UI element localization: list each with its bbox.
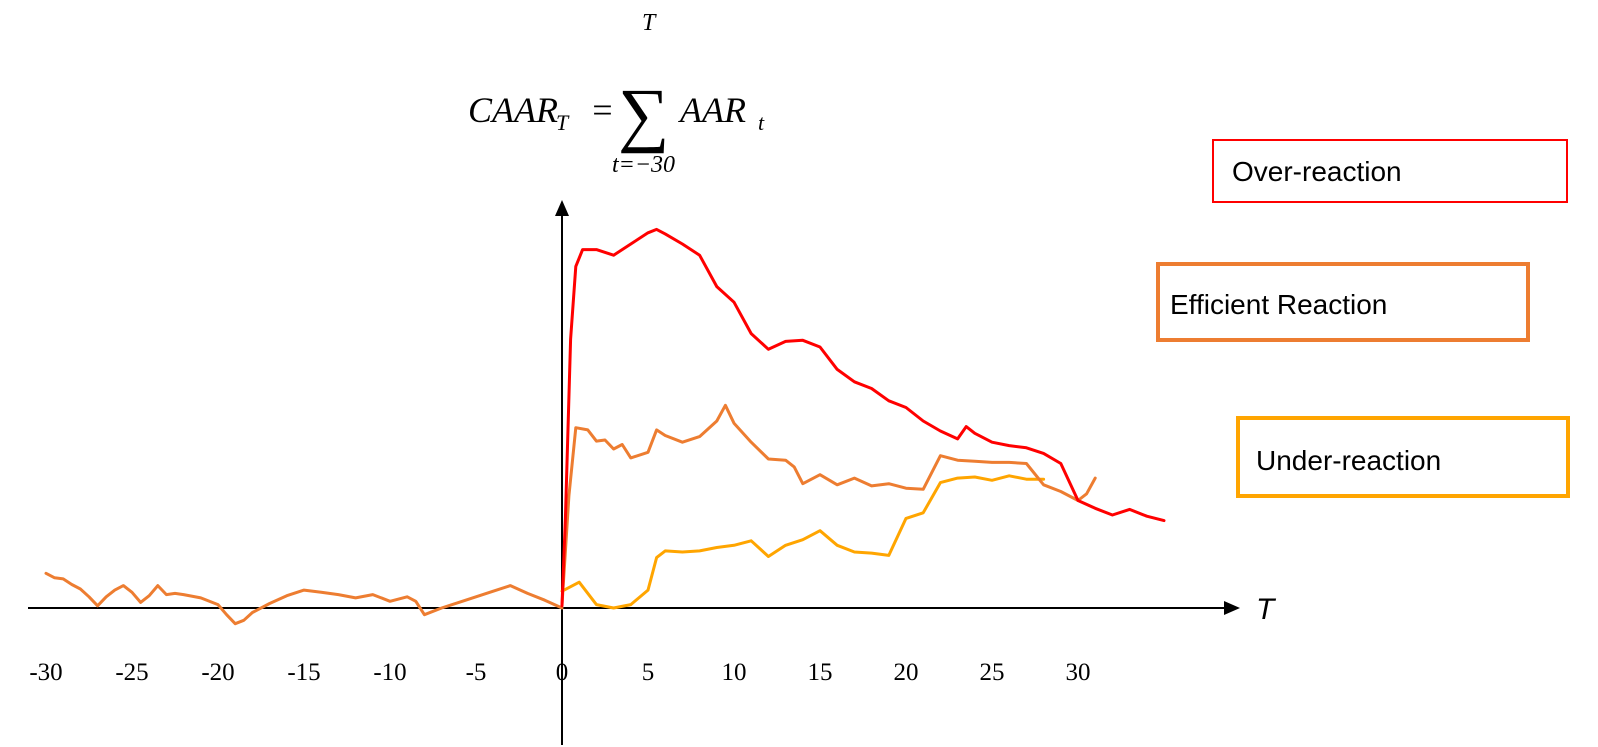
x-tick-label: -10 (373, 659, 406, 686)
formula-upper-limit: T (642, 10, 657, 36)
legend-label-efficient-reaction: Efficient Reaction (1170, 289, 1387, 320)
legend-box-efficient-reaction (1156, 262, 1530, 342)
x-tick-label: 25 (980, 659, 1005, 686)
series-line-pre-event (44, 571, 564, 626)
legend-box-under-reaction (1236, 416, 1570, 498)
x-tick-label: 20 (894, 659, 919, 686)
series-line-under-reaction (560, 474, 1046, 610)
legend-item-efficient-reaction: Efficient Reaction (1156, 262, 1530, 342)
x-tick-labels: -30 -25 -20 -15 -10 -5 0 5 10 15 20 25 30 (29, 659, 1090, 686)
legend-box-over-reaction (1212, 139, 1568, 203)
formula-equals: = (590, 90, 614, 130)
x-tick-label: 30 (1066, 659, 1091, 686)
series-line-efficient-reaction (560, 403, 1097, 607)
x-tick-label: -5 (466, 659, 487, 686)
formula-lhs: CAAR (468, 90, 558, 130)
x-tick-label: 10 (722, 659, 747, 686)
x-tick-label: 15 (808, 659, 833, 686)
x-tick-label: 0 (556, 659, 569, 686)
x-tick-label: -15 (287, 659, 320, 686)
formula-lhs-sub: T (556, 110, 570, 135)
legend-label-under-reaction: Under-reaction (1256, 445, 1441, 476)
y-axis-arrow (555, 200, 569, 216)
formula-sigma: ∑ (618, 74, 669, 154)
legend-label-over-reaction: Over-reaction (1232, 156, 1402, 187)
x-tick-label: -20 (201, 659, 234, 686)
legend: Over-reaction Efficient Reaction Under-r… (1156, 139, 1570, 498)
formula-term-sub: t (758, 110, 765, 135)
formula-lower-limit: t=−30 (612, 152, 675, 178)
series-lines (44, 227, 1166, 626)
formula: CAAR T = ∑ T t=−30 AAR t (468, 10, 765, 178)
x-axis-label: T (1256, 593, 1277, 626)
legend-item-over-reaction: Over-reaction (1212, 139, 1568, 203)
formula-term: AAR (678, 90, 746, 130)
x-axis-arrow (1224, 601, 1240, 615)
x-tick-label: 5 (642, 659, 655, 686)
x-tick-label: -30 (29, 659, 62, 686)
axes: T (28, 200, 1277, 745)
series-line-over-reaction (560, 227, 1166, 608)
x-tick-label: -25 (115, 659, 148, 686)
legend-item-under-reaction: Under-reaction (1236, 416, 1570, 498)
